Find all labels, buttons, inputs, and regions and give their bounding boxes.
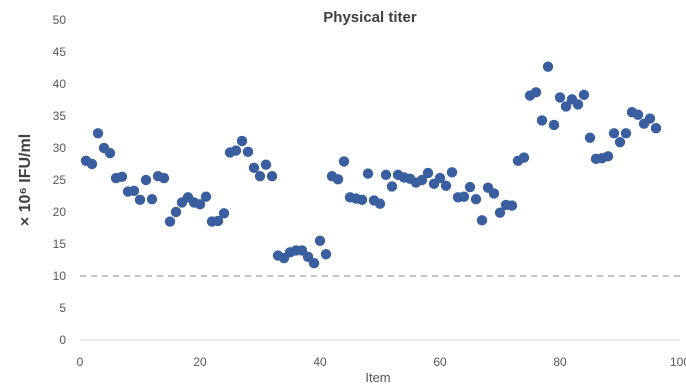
x-tick-label: 40	[313, 355, 327, 369]
data-point	[194, 199, 206, 210]
data-point	[536, 115, 548, 126]
data-point	[422, 167, 434, 179]
data-point	[338, 156, 350, 167]
data-point	[578, 89, 590, 101]
data-point	[134, 194, 146, 206]
data-points	[80, 61, 662, 269]
data-point	[158, 172, 170, 184]
data-point	[266, 170, 278, 182]
x-tick-label: 60	[433, 355, 447, 369]
data-point	[620, 128, 632, 139]
data-point	[218, 208, 230, 219]
data-point	[86, 158, 98, 170]
data-point	[116, 171, 128, 182]
data-point	[212, 215, 224, 227]
data-point	[554, 92, 566, 103]
data-point	[476, 215, 488, 226]
data-point	[374, 198, 386, 209]
data-point	[308, 258, 320, 269]
data-point	[632, 109, 644, 120]
y-tick-label: 50	[53, 13, 67, 27]
data-point	[92, 128, 104, 139]
data-point	[332, 174, 344, 185]
y-tick-label: 40	[53, 77, 67, 91]
data-point	[542, 61, 554, 72]
y-tick-label: 30	[53, 141, 67, 155]
data-point	[164, 216, 176, 227]
y-tick-label: 0	[59, 333, 66, 347]
data-point	[494, 207, 506, 218]
x-tick-label: 80	[553, 355, 567, 369]
y-tick-label: 15	[53, 237, 67, 251]
data-point	[362, 168, 374, 179]
data-point	[530, 87, 542, 98]
x-tick-label: 0	[77, 355, 84, 369]
y-tick-label: 35	[53, 109, 67, 123]
data-point	[644, 113, 656, 124]
data-point	[356, 194, 368, 206]
data-point	[242, 146, 254, 158]
x-axis-ticks: 0 20 40 60 80 100	[77, 355, 686, 369]
data-point	[572, 99, 584, 110]
data-point	[614, 137, 626, 148]
data-point	[416, 174, 428, 186]
data-point	[170, 206, 182, 218]
data-point	[440, 180, 452, 191]
data-point	[488, 188, 500, 199]
x-tick-label: 100	[670, 355, 686, 369]
data-point	[386, 181, 398, 192]
data-point	[254, 170, 266, 182]
data-point	[434, 172, 446, 184]
data-point	[518, 152, 530, 163]
data-point	[608, 128, 620, 139]
y-axis-ticks: 0 5 10 15 20 25 30 35 40 45 50	[53, 13, 67, 347]
data-point	[446, 167, 458, 178]
y-tick-label: 25	[53, 173, 67, 187]
data-point	[602, 151, 614, 162]
data-point	[380, 169, 392, 181]
data-point	[140, 174, 152, 186]
y-tick-label: 10	[53, 269, 67, 283]
chart-title: Physical titer	[323, 9, 417, 26]
data-point	[260, 159, 272, 170]
y-tick-label: 45	[53, 45, 67, 59]
x-axis-label: Item	[365, 370, 390, 385]
data-point	[584, 132, 596, 143]
data-point	[320, 249, 332, 260]
data-point	[314, 235, 326, 246]
data-point	[230, 145, 242, 156]
data-point	[248, 162, 260, 174]
data-point	[458, 191, 470, 202]
data-point	[560, 101, 572, 112]
data-point	[236, 135, 248, 147]
x-tick-label: 20	[193, 355, 207, 369]
data-point	[650, 122, 662, 134]
data-point	[464, 181, 476, 193]
y-tick-label: 20	[53, 205, 67, 219]
data-point	[548, 119, 560, 131]
data-point	[104, 147, 116, 159]
data-point	[200, 191, 212, 202]
data-point	[146, 194, 158, 205]
data-point	[128, 185, 140, 197]
y-tick-label: 5	[59, 301, 66, 315]
y-axis-label: × 10⁶ IFU/ml	[17, 134, 34, 226]
data-point	[470, 194, 482, 205]
data-point	[506, 200, 518, 211]
